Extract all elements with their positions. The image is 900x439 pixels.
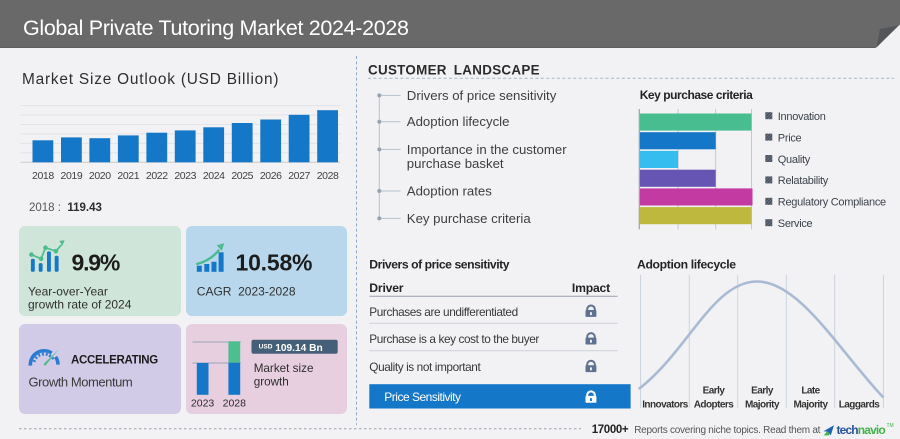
svg-text:Price Sensitivity: Price Sensitivity — [384, 390, 461, 404]
svg-text:2023: 2023 — [174, 170, 196, 182]
svg-text:growth: growth — [254, 375, 289, 388]
svg-text:Majority: Majority — [794, 399, 829, 410]
svg-text:Global Private Tutoring Market: Global Private Tutoring Market 2024-2028 — [23, 16, 409, 40]
svg-text:USD: USD — [259, 344, 273, 351]
svg-text:2019: 2019 — [61, 170, 83, 182]
svg-text:Laggards: Laggards — [839, 399, 881, 410]
svg-text:Relatability: Relatability — [778, 175, 829, 187]
svg-text:2024: 2024 — [203, 170, 225, 182]
svg-text:Driver: Driver — [369, 281, 403, 295]
svg-text:Purchase is a key cost to the: Purchase is a key cost to the buyer — [369, 332, 539, 346]
svg-text:2023: 2023 — [191, 398, 215, 410]
svg-text:2028: 2028 — [223, 398, 247, 410]
svg-text:Purchases are undifferentiated: Purchases are undifferentiated — [369, 305, 517, 319]
svg-text:109.14 Bn: 109.14 Bn — [275, 343, 323, 354]
svg-text:Importance in the customer: Importance in the customer — [407, 142, 567, 157]
svg-text:2021: 2021 — [117, 170, 139, 182]
svg-text:technavio: technavio — [837, 423, 886, 437]
svg-text:Year-over-Year: Year-over-Year — [28, 285, 108, 299]
svg-text:Quality is not important: Quality is not important — [369, 360, 481, 374]
svg-text:Late: Late — [801, 386, 820, 397]
svg-text:Adopters: Adopters — [694, 399, 734, 410]
svg-text:Adoption lifecycle: Adoption lifecycle — [637, 258, 736, 272]
svg-text:Growth Momentum: Growth Momentum — [29, 374, 133, 389]
svg-text:Impact: Impact — [572, 281, 610, 295]
svg-text:2025: 2025 — [231, 170, 253, 182]
svg-text:2026: 2026 — [260, 170, 282, 182]
svg-text:2027: 2027 — [288, 170, 310, 182]
svg-text:Key purchase criteria: Key purchase criteria — [640, 88, 753, 102]
svg-text:Service: Service — [778, 218, 813, 230]
svg-text:CUSTOMER LANDSCAPE: CUSTOMER LANDSCAPE — [368, 63, 540, 78]
svg-text:Adoption lifecycle: Adoption lifecycle — [407, 114, 510, 129]
svg-text:9.9%: 9.9% — [72, 250, 120, 276]
svg-text:TM: TM — [887, 423, 894, 429]
svg-text:2022: 2022 — [146, 170, 168, 182]
svg-text:Early: Early — [751, 386, 774, 397]
svg-text:17000+: 17000+ — [592, 424, 629, 436]
svg-text:Quality: Quality — [778, 154, 811, 166]
svg-text:2020: 2020 — [89, 170, 111, 182]
svg-text:ACCELERATING: ACCELERATING — [71, 354, 158, 366]
svg-text:Innovators: Innovators — [642, 399, 689, 410]
svg-text:growth rate of 2024: growth rate of 2024 — [28, 298, 132, 312]
svg-text:2018 : 119.43: 2018 : 119.43 — [29, 202, 102, 214]
svg-text:Market size: Market size — [254, 362, 314, 375]
svg-text:Early: Early — [703, 386, 726, 397]
svg-text:10.58%: 10.58% — [236, 250, 313, 276]
svg-text:2028: 2028 — [317, 170, 339, 182]
svg-text:Price: Price — [778, 132, 802, 144]
svg-text:Drivers of price sensitivity: Drivers of price sensitivity — [369, 258, 509, 272]
svg-text:Regulatory Compliance: Regulatory Compliance — [778, 197, 886, 209]
svg-text:Adoption rates: Adoption rates — [407, 183, 492, 198]
svg-text:purchase basket: purchase basket — [407, 156, 504, 171]
svg-text:Drivers of price sensitivity: Drivers of price sensitivity — [407, 88, 557, 103]
svg-text:CAGR 2023-2028: CAGR 2023-2028 — [197, 285, 296, 299]
svg-text:Market Size Outlook (USD Billi: Market Size Outlook (USD Billion) — [22, 71, 279, 88]
svg-text:Reports covering niche topics.: Reports covering niche topics. Read them… — [634, 425, 820, 436]
svg-text:2018: 2018 — [32, 170, 54, 182]
svg-text:Innovation: Innovation — [778, 111, 826, 123]
svg-text:Key purchase criteria: Key purchase criteria — [407, 211, 532, 226]
svg-text:Majority: Majority — [745, 399, 780, 410]
